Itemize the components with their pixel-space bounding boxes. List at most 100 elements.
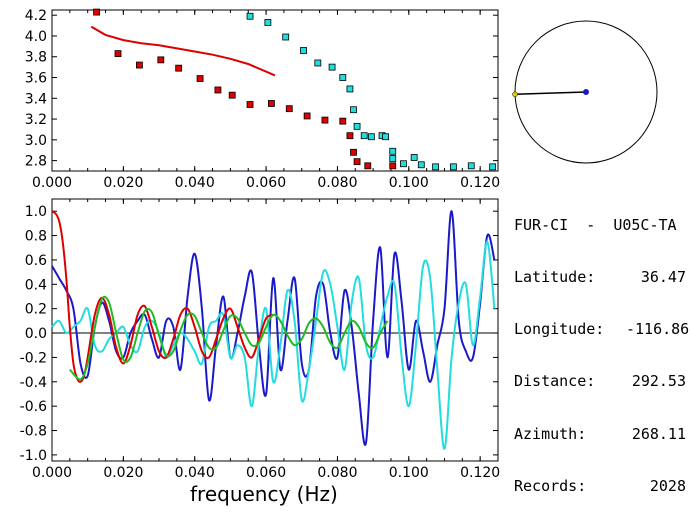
dispersion-y-tick-label: 3.2	[25, 112, 47, 128]
dispersion-marker-point	[175, 64, 183, 72]
correlation-y-tick-label: 0.2	[25, 302, 47, 318]
distance-label: Distance:	[514, 372, 596, 391]
correlation-x-tick-label: 0.120	[460, 465, 500, 481]
dispersion-marker-point	[353, 122, 361, 130]
azimuth-row: Azimuth: 268.11	[514, 424, 686, 443]
latitude-label: Latitude:	[514, 268, 596, 287]
dispersion-x-tick-label: 0.060	[246, 175, 286, 191]
correlation-y-tick-label: 1.0	[25, 204, 47, 220]
latitude-row: Latitude: 36.47	[514, 268, 686, 287]
dispersion-x-tick-label: 0.120	[460, 175, 500, 191]
correlation-marks	[51, 210, 498, 450]
dispersion-y-tick-label: 3.4	[25, 91, 47, 107]
dispersion-marker-point	[339, 74, 347, 81]
dispersion-marker-point	[353, 158, 361, 166]
correlation-x-tick-label: 0.040	[175, 465, 215, 481]
dispersion-y-tick-label: 4.2	[25, 8, 47, 24]
correlation-series-line	[51, 210, 496, 446]
correlation-x-tick-label: 0.000	[32, 465, 72, 481]
correlation-ticks: 0.000 0.020 0.040 0.060 0.080 0.100 0.120 -1.0 -…	[20, 199, 500, 481]
dispersion-marker-point	[364, 162, 372, 170]
dispersion-marker-point	[157, 56, 165, 64]
dispersion-marker-point	[93, 8, 100, 16]
station-map	[512, 20, 658, 164]
dispersion-marker-point	[389, 155, 397, 162]
records-label: Records:	[514, 476, 587, 495]
dispersion-marker-point	[196, 75, 204, 82]
correlation-y-tick-label: -0.4	[20, 375, 47, 391]
dispersion-marker-point	[410, 154, 418, 161]
dispersion-marker-point	[321, 116, 329, 124]
dispersion-marker-point	[360, 132, 368, 140]
dispersion-marker-point	[282, 33, 290, 41]
correlation-y-tick-label: 0.4	[25, 277, 47, 293]
dispersion-marker-point	[489, 163, 497, 171]
dispersion-marker-point	[114, 50, 122, 58]
dispersion-marker-point	[417, 161, 425, 169]
correlation-y-tick-label: -0.6	[20, 399, 47, 415]
correlation-x-tick-label: 0.020	[103, 465, 143, 481]
dispersion-marker-point	[285, 105, 293, 113]
correlation-y-tick-label: -0.2	[20, 350, 47, 366]
dispersion-plot-frame	[51, 9, 499, 172]
dispersion-marker-point	[350, 106, 357, 114]
longitude-value: -116.86	[626, 320, 690, 339]
dispersion-y-tick-label: 2.8	[25, 154, 47, 170]
correlation-y-tick-label: 0.6	[25, 253, 47, 269]
dispersion-x-tick-label: 0.000	[32, 175, 72, 191]
station-info-panel: FUR-CI - U05C-TA Latitude: 36.47 Longitud…	[514, 182, 690, 513]
dispersion-x-tick-label: 0.020	[103, 175, 143, 191]
dispersion-marker-point	[214, 86, 222, 94]
correlation-x-tick-label: 0.100	[389, 465, 429, 481]
dispersion-y-tick-label: 3.6	[25, 71, 47, 87]
correlation-y-tick-label: 0.8	[25, 229, 47, 245]
dispersion-panel: 0.000 0.020 0.040 0.060 0.080 0.100 0.120 2.8 3.…	[25, 8, 500, 191]
dispersion-marker-point	[346, 132, 354, 140]
dispersion-marker-point	[228, 91, 236, 99]
dispersion-marker-point	[246, 101, 254, 108]
correlation-series-line	[69, 295, 389, 381]
correlation-series-line	[51, 240, 496, 450]
dispersion-marker-point	[400, 160, 407, 168]
azimuth-line	[514, 91, 587, 96]
dispersion-marker-point	[328, 63, 336, 71]
correlation-y-tick-label: -1.0	[20, 448, 47, 464]
distance-row: Distance: 292.53	[514, 372, 686, 391]
dispersion-marker-point	[264, 19, 272, 26]
dispersion-marker-point	[389, 162, 397, 170]
dispersion-marker-point	[339, 117, 347, 125]
dispersion-marker-point	[350, 148, 357, 156]
correlation-x-tick-label: 0.080	[317, 465, 357, 481]
dispersion-line-series	[90, 25, 276, 77]
longitude-row: Longitude: -116.86	[514, 320, 690, 339]
dispersion-marker-point	[300, 47, 307, 54]
dispersion-marker-point	[303, 112, 311, 120]
dispersion-marker-point	[367, 133, 375, 141]
station-pair: FUR-CI - U05C-TA	[514, 215, 677, 234]
dispersion-marker-point	[136, 61, 143, 69]
dispersion-marker-point	[467, 162, 475, 170]
dispersion-x-tick-label: 0.080	[317, 175, 357, 191]
azimuth-label: Azimuth:	[514, 424, 587, 443]
correlation-panel: 0.000 0.020 0.040 0.060 0.080 0.100 0.120 -1.0 -…	[20, 198, 500, 481]
dispersion-marker-point	[268, 100, 275, 107]
correlation-x-tick-label: 0.060	[246, 465, 286, 481]
dispersion-marker-point	[449, 163, 457, 171]
dispersion-marks	[90, 8, 497, 171]
correlation-y-tick-label: -0.8	[20, 424, 47, 440]
dispersion-marker-point	[389, 147, 397, 155]
records-value: 2028	[649, 476, 686, 495]
distance-value: 292.53	[631, 372, 686, 391]
dispersion-x-tick-label: 0.040	[175, 175, 215, 191]
dispersion-marker-point	[432, 163, 439, 171]
dispersion-marker-point	[346, 85, 354, 93]
longitude-label: Longitude:	[514, 320, 605, 339]
dispersion-ticks: 0.000 0.020 0.040 0.060 0.080 0.100 0.120 2.8 3.…	[25, 8, 500, 191]
azimuth-value: 268.11	[631, 424, 686, 443]
correlation-plot-frame	[51, 198, 499, 462]
records-row: Records: 2028	[514, 476, 686, 495]
dispersion-marker-point	[246, 12, 254, 20]
dispersion-x-tick-label: 0.100	[389, 175, 429, 191]
dispersion-y-tick-label: 4.0	[25, 29, 47, 45]
